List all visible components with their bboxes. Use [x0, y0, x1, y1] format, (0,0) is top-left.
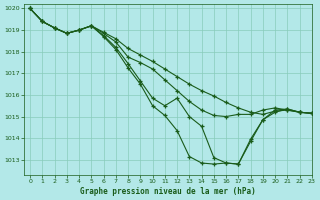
X-axis label: Graphe pression niveau de la mer (hPa): Graphe pression niveau de la mer (hPa) — [80, 187, 256, 196]
